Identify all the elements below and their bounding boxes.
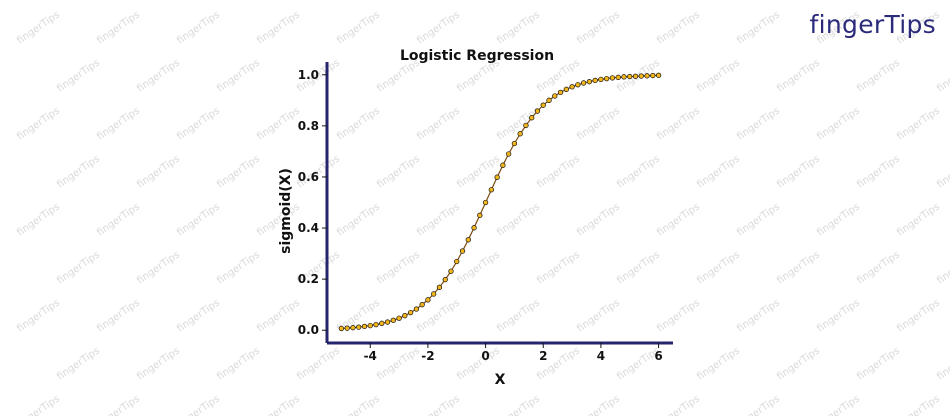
- data-point: [644, 73, 650, 79]
- y-axis-label: sigmoid(X): [278, 168, 294, 254]
- brand-logo: fingerTips: [809, 10, 936, 39]
- data-point: [471, 225, 477, 231]
- data-point: [454, 258, 460, 265]
- data-point: [557, 89, 564, 96]
- data-point: [575, 82, 581, 88]
- data-point: [390, 317, 396, 323]
- data-point: [604, 75, 610, 82]
- data-point: [477, 212, 483, 218]
- y-tick-label: 0.0: [298, 323, 319, 337]
- data-point: [511, 140, 518, 147]
- data-point: [517, 131, 523, 137]
- data-point: [598, 76, 604, 83]
- x-tick-label: -4: [364, 349, 377, 363]
- data-point: [361, 323, 368, 330]
- series-curve: [341, 74, 659, 329]
- data-point: [379, 320, 385, 326]
- y-tick-label: 0.4: [298, 221, 319, 235]
- data-point: [436, 284, 443, 290]
- y-ticks: 0.0 0.2 0.4 0.6 0.8 1.0: [298, 68, 327, 337]
- data-point: [407, 309, 414, 316]
- data-point: [442, 276, 448, 283]
- data-point: [500, 162, 506, 168]
- data-point: [344, 325, 350, 331]
- data-point: [413, 306, 420, 312]
- data-point: [563, 86, 569, 92]
- data-point: [431, 291, 437, 297]
- y-tick-label: 0.6: [298, 170, 319, 184]
- data-point: [448, 268, 454, 274]
- data-point: [506, 151, 512, 157]
- series-points: [338, 72, 662, 332]
- y-tick-label: 0.2: [298, 272, 319, 286]
- data-point: [609, 75, 616, 81]
- data-point: [367, 322, 373, 329]
- data-point: [638, 73, 644, 79]
- data-point: [494, 174, 500, 180]
- x-axis-label: X: [495, 372, 506, 388]
- data-point: [580, 80, 587, 86]
- data-point: [384, 319, 391, 325]
- data-point: [586, 79, 593, 85]
- data-point: [546, 97, 552, 103]
- data-point: [529, 115, 535, 121]
- data-point: [419, 302, 425, 308]
- x-ticks: -4 -2 0 2 4 6: [364, 343, 663, 363]
- data-point: [615, 74, 621, 80]
- data-point: [655, 72, 662, 78]
- data-point: [523, 122, 529, 129]
- data-point: [621, 74, 627, 80]
- data-point: [482, 199, 489, 206]
- data-point: [552, 93, 558, 99]
- x-tick-label: 4: [597, 349, 605, 363]
- data-point: [540, 102, 546, 108]
- x-tick-label: -2: [421, 349, 434, 363]
- data-point: [592, 77, 598, 84]
- data-point: [488, 187, 495, 193]
- data-point: [396, 315, 402, 321]
- x-tick-label: 2: [539, 349, 547, 363]
- data-point: [350, 325, 356, 331]
- x-tick-label: 6: [654, 349, 662, 363]
- x-tick-label: 0: [481, 349, 489, 363]
- y-tick-label: 0.8: [298, 119, 319, 133]
- data-point: [402, 313, 408, 319]
- data-point: [650, 72, 656, 79]
- data-point: [356, 324, 362, 330]
- data-point: [338, 325, 345, 332]
- series-line: [341, 74, 659, 329]
- y-tick-label: 1.0: [298, 68, 319, 82]
- chart-title: Logistic Regression: [400, 48, 554, 64]
- data-point: [569, 84, 575, 90]
- data-point: [534, 108, 541, 114]
- axes: [325, 62, 673, 345]
- data-point: [425, 297, 431, 303]
- data-point: [632, 73, 639, 79]
- data-point: [627, 73, 633, 80]
- data-point: [465, 237, 471, 243]
- data-point: [373, 321, 379, 328]
- data-point: [459, 248, 466, 254]
